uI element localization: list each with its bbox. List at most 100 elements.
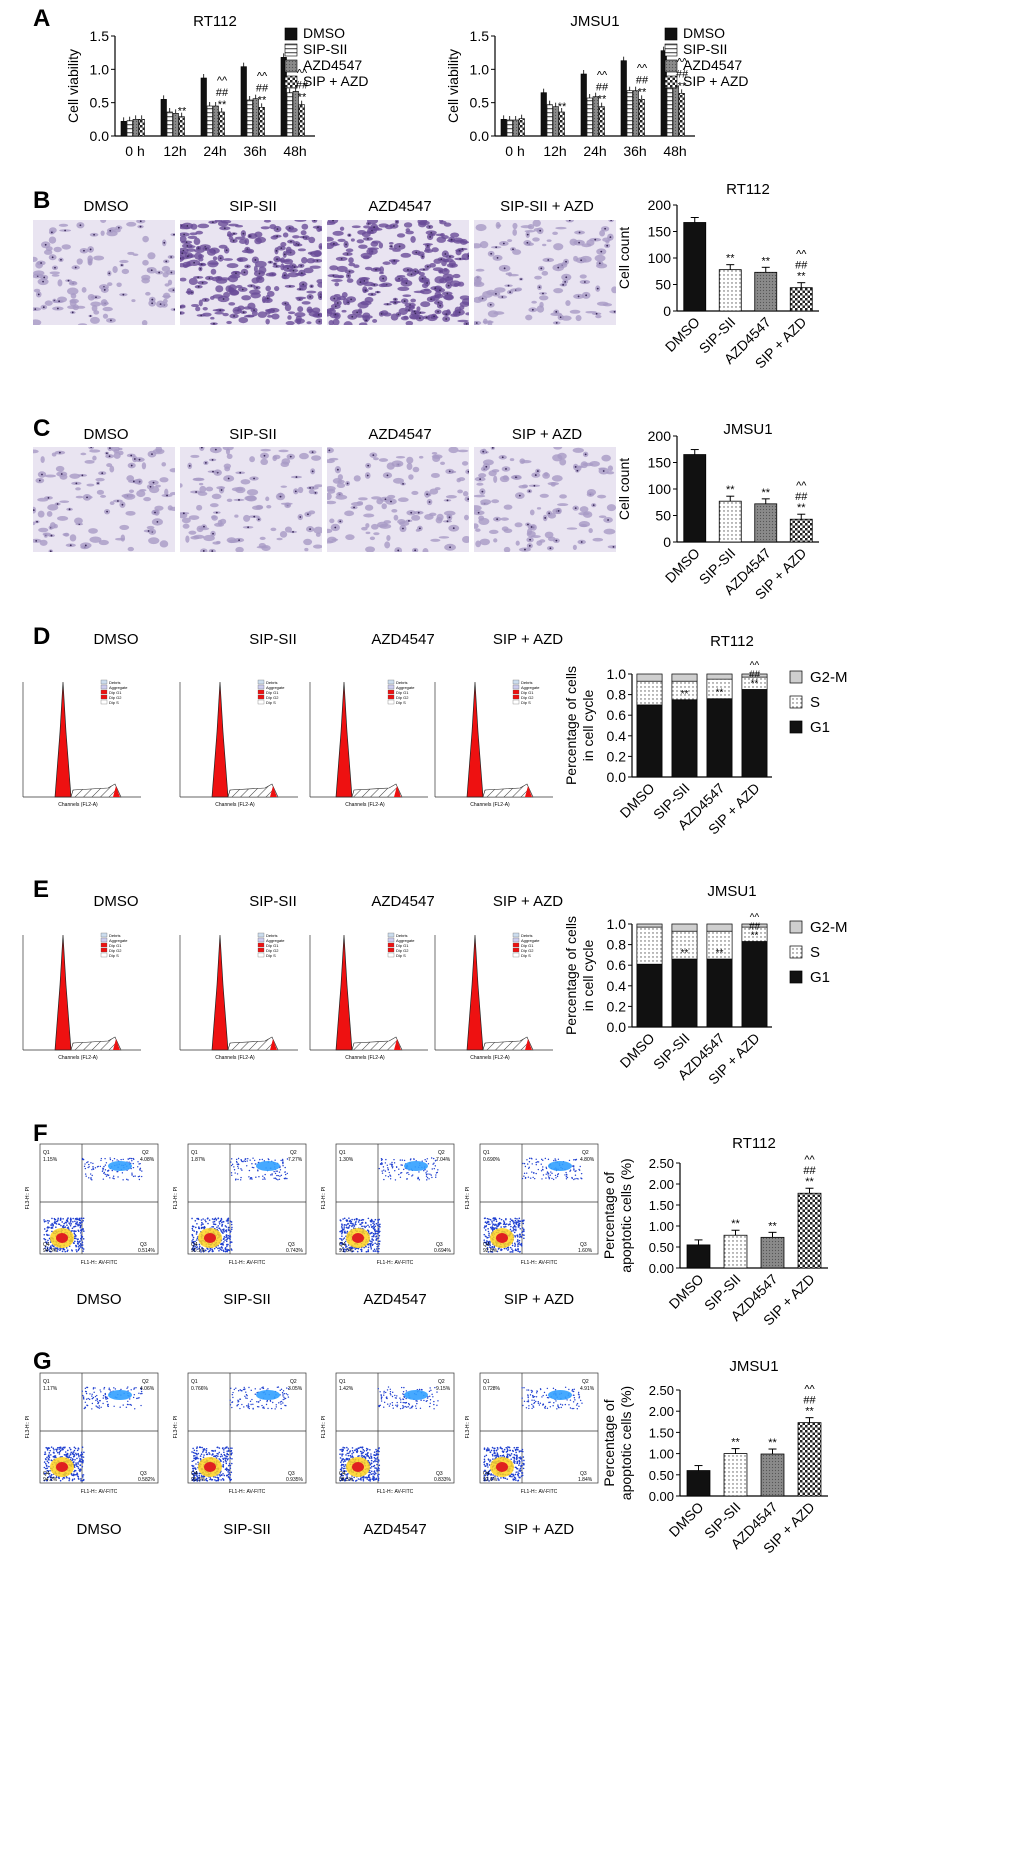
- event-dot: [373, 1229, 376, 1232]
- event-dot: [68, 1446, 71, 1449]
- cell: [332, 230, 344, 236]
- cell: [344, 510, 355, 517]
- cell: [260, 448, 271, 452]
- cell: [84, 459, 95, 464]
- cell: [388, 247, 397, 251]
- nucleus: [528, 490, 531, 493]
- event-dot: [53, 1217, 56, 1220]
- quadrant-value: 94.3%: [43, 1248, 58, 1254]
- event-dot: [511, 1244, 514, 1247]
- event-dot: [126, 1178, 128, 1181]
- event-dot: [211, 1454, 213, 1456]
- event-dot: [500, 1226, 502, 1228]
- event-dot: [370, 1232, 372, 1234]
- event-dot: [222, 1250, 225, 1253]
- nucleus: [108, 455, 111, 458]
- event-dot: [401, 1159, 404, 1161]
- nucleus: [373, 226, 376, 229]
- cell: [112, 265, 118, 274]
- event-dot: [224, 1239, 226, 1241]
- nucleus: [170, 271, 173, 274]
- flow-cytometry-plot: Q1 1.87% Q2 7.27% Q4 90.1% Q3 0.743% FL1-H:: AV-…: [170, 1138, 310, 1268]
- cell: [180, 235, 187, 243]
- cell: [282, 265, 291, 269]
- event-dot: [77, 1467, 80, 1469]
- nucleus: [565, 260, 567, 263]
- event-dot: [127, 1158, 129, 1160]
- event-dot: [48, 1226, 50, 1229]
- hist-axis-label: Channels (FL2-A): [58, 802, 98, 808]
- event-dot: [387, 1167, 389, 1169]
- event-dot: [369, 1220, 372, 1223]
- cell: [206, 248, 217, 256]
- event-dot: [532, 1176, 534, 1179]
- event-dot: [493, 1227, 496, 1229]
- event-dot: [211, 1218, 214, 1220]
- cell: [327, 309, 333, 317]
- event-dot: [432, 1163, 434, 1165]
- event-dot: [59, 1449, 62, 1452]
- density-peak: [56, 1462, 68, 1472]
- hist-legend-swatch: [512, 689, 520, 695]
- cell: [260, 226, 270, 230]
- cell: [185, 535, 190, 543]
- event-dot: [96, 1406, 98, 1408]
- cell: [534, 275, 542, 280]
- nucleus: [33, 509, 35, 512]
- event-dot: [242, 1388, 245, 1391]
- nucleus: [467, 498, 469, 500]
- event-dot: [230, 1387, 232, 1389]
- cell: [410, 235, 416, 243]
- quadrant-label: Q2: [290, 1150, 297, 1156]
- nucleus: [547, 259, 550, 261]
- event-dot: [89, 1173, 92, 1175]
- event-dot: [195, 1463, 197, 1465]
- nucleus: [56, 503, 59, 505]
- event-dot: [92, 1388, 95, 1390]
- event-dot: [341, 1235, 343, 1237]
- image-label: SIP + AZD: [503, 1291, 575, 1308]
- event-dot: [528, 1161, 531, 1163]
- cell: [69, 280, 77, 285]
- quadrant-value: 90.1%: [191, 1248, 206, 1254]
- event-dot: [342, 1246, 344, 1249]
- quadrant-label: Q2: [142, 1150, 149, 1156]
- event-dot: [487, 1220, 489, 1223]
- event-dot: [285, 1393, 288, 1395]
- event-dot: [549, 1174, 551, 1176]
- nucleus: [166, 494, 168, 497]
- event-dot: [47, 1476, 50, 1478]
- event-dot: [233, 1166, 235, 1168]
- sig-marker: ##: [749, 922, 761, 933]
- event-dot: [66, 1476, 68, 1479]
- cell: [478, 473, 487, 478]
- event-dot: [554, 1158, 556, 1160]
- event-dot: [222, 1458, 225, 1461]
- cell: [542, 243, 547, 247]
- cell: [601, 454, 611, 462]
- event-dot: [284, 1404, 286, 1407]
- event-dot: [343, 1228, 345, 1230]
- event-dot: [275, 1170, 277, 1172]
- event-dot: [576, 1177, 578, 1180]
- y-axis-label: Percentage of: [601, 1399, 617, 1486]
- bar: [620, 60, 627, 137]
- event-dot: [349, 1222, 352, 1224]
- event-dot: [227, 1249, 229, 1252]
- event-dot: [48, 1248, 50, 1251]
- event-dot: [196, 1237, 199, 1240]
- bar-segment: [671, 958, 698, 1028]
- micrograph: [180, 220, 322, 325]
- cell: [379, 266, 384, 274]
- event-dot: [406, 1178, 408, 1180]
- image-label: SIP + AZD: [511, 426, 583, 443]
- event-dot: [341, 1241, 343, 1244]
- cell: [400, 252, 412, 258]
- event-dot: [540, 1163, 542, 1165]
- event-dot: [257, 1169, 259, 1171]
- event-dot: [128, 1157, 131, 1160]
- cell: [169, 491, 175, 496]
- cell: [165, 270, 175, 275]
- event-dot: [496, 1250, 499, 1253]
